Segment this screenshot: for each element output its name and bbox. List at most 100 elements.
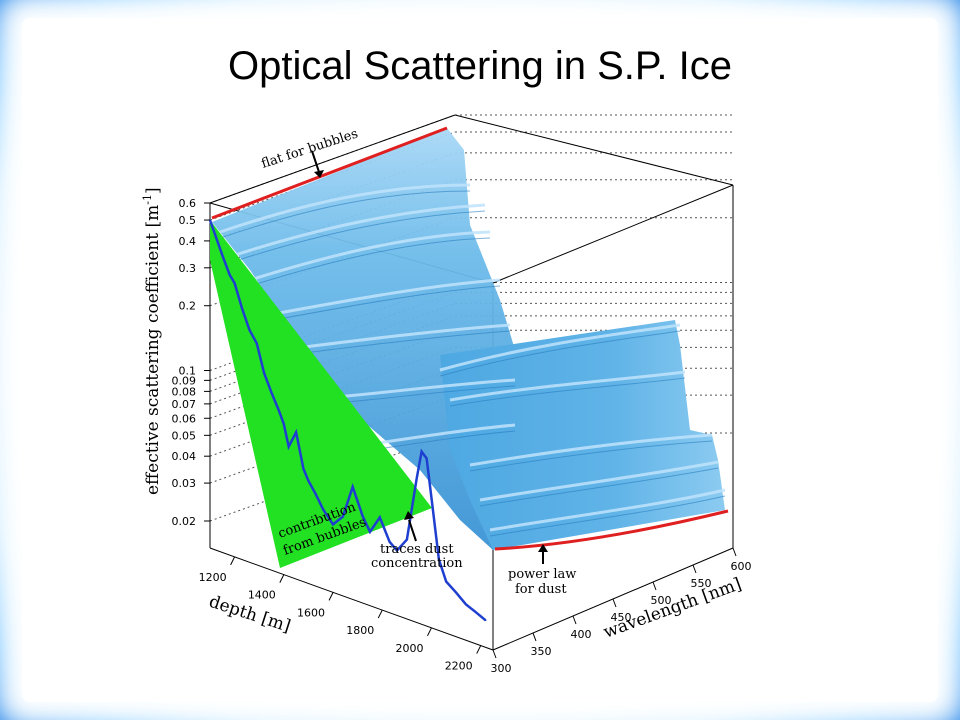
depth-profile-group	[208, 219, 487, 622]
tick-labels: 0.6 0.5 0.4 0.3 0.2 0.10.090.080.070.06 0.05 0.…	[172, 197, 752, 675]
surface-ridge	[479, 460, 719, 502]
surface-ridge	[249, 230, 491, 282]
wavelength-tick-mark	[732, 547, 737, 557]
surface-ridge	[449, 370, 686, 402]
wavelength-tick-mark	[572, 615, 577, 625]
z-tick-label: 0.3	[179, 262, 197, 275]
arrowhead-traces-dust	[404, 511, 414, 520]
profile-point	[351, 485, 354, 488]
depth-tick-label: 2200	[445, 660, 473, 673]
z-tick-label: 0.1	[179, 365, 197, 378]
profile-point	[430, 497, 433, 499]
fit-line-dust	[494, 509, 729, 551]
surface-ridge-shadow	[234, 210, 486, 262]
depth-tick-mark	[279, 574, 285, 583]
box-edge	[454, 114, 734, 186]
surface-ridge	[489, 488, 726, 532]
surface-ridge	[267, 278, 501, 317]
profile-point	[438, 558, 440, 561]
surface-ridge	[279, 323, 511, 352]
profile-point	[369, 531, 371, 533]
surface-ridge-shadow	[439, 330, 681, 377]
surface-ridge	[469, 433, 713, 467]
profile-point	[263, 372, 265, 374]
profile-point	[332, 523, 334, 526]
profile-point	[307, 479, 310, 482]
surface-ridge	[234, 203, 486, 257]
profile-point	[474, 611, 477, 614]
profile-point	[283, 423, 285, 425]
surface-ridge-shadow	[267, 285, 501, 322]
profile-point	[302, 468, 305, 470]
arrowhead-power-law	[538, 544, 548, 552]
page-title: Optical Scattering in S.P. Ice	[228, 44, 732, 88]
annotation-traces-dust-1: traces dust	[380, 542, 454, 557]
wavelength-tick-label: 500	[651, 594, 672, 607]
profile-point	[248, 328, 251, 331]
profile-point	[379, 516, 381, 519]
z-tick-label: 0.6	[179, 197, 197, 210]
z-tick-label: 0.05	[172, 429, 197, 442]
depth-tick-label: 2000	[395, 642, 423, 655]
profile-point	[361, 515, 364, 517]
profile-point	[270, 391, 273, 394]
depth-tick-label: 1200	[199, 571, 227, 584]
depth-tick-label: 1600	[297, 606, 325, 619]
annotation-traces-dust-2: concentration	[371, 556, 463, 571]
z-tick-label: 0.06	[172, 412, 197, 425]
profile-point	[233, 282, 236, 284]
annotation-power-law-1: power law	[508, 567, 576, 582]
arrow-flat-bubbles	[311, 150, 320, 173]
depth-tick-mark	[230, 556, 236, 566]
profile-point	[465, 603, 467, 606]
profile-point	[388, 541, 391, 543]
z-tick-label: 0.08	[172, 385, 197, 398]
surface-ridge-shadow	[479, 467, 719, 507]
z-tick-label: 0.04	[172, 450, 197, 463]
depth-tick-mark	[328, 592, 334, 601]
wavelength-tick-label: 350	[531, 645, 552, 658]
wavelength-tick-mark	[612, 598, 617, 608]
depth-tick-mark	[476, 645, 482, 654]
wavelength-tick-mark	[692, 564, 697, 574]
wavelength-tick-label: 400	[571, 628, 592, 641]
profile-point	[295, 431, 297, 434]
wavelength-tick-label: 600	[731, 560, 752, 573]
profile-point	[342, 515, 344, 518]
depth-tick-label: 1400	[248, 589, 276, 602]
profile-point	[221, 254, 224, 256]
z-tick-label: 0.07	[172, 398, 197, 411]
profile-point	[484, 619, 487, 622]
box-edge	[209, 114, 456, 204]
depth-axis-line	[209, 547, 494, 651]
profile-point	[228, 274, 231, 276]
profile-point	[278, 409, 280, 412]
wavelength-tick-mark	[532, 632, 537, 642]
profile-point	[445, 580, 448, 583]
annotation-power-law-2: for dust	[515, 582, 567, 597]
profile-point	[255, 342, 258, 345]
profile-point	[287, 445, 290, 448]
depth-tick-label: 1800	[346, 624, 374, 637]
dust-profile-line	[208, 219, 487, 622]
wavelength-tick-mark	[652, 581, 657, 591]
surface-front-slab	[440, 320, 725, 550]
profile-point	[406, 538, 408, 541]
wavelength-tick-label: 450	[611, 611, 632, 624]
z-tick-label: 0.5	[179, 214, 197, 227]
depth-tick-mark	[377, 609, 383, 619]
profile-point	[396, 549, 398, 552]
z-tick-label: 0.2	[179, 300, 197, 313]
profile-point	[322, 508, 325, 511]
z-tick-label: 0.09	[172, 374, 197, 387]
surface-ridge-shadow	[489, 495, 726, 537]
z-tick-label: 0.02	[172, 515, 197, 528]
fit-line-bubbles	[211, 126, 448, 220]
scattering-surface	[211, 126, 729, 551]
z-axis-label: effective scattering coefficient [m-1]	[141, 187, 163, 495]
profile-point	[425, 457, 428, 460]
profile-point	[315, 493, 317, 496]
surface-ridge	[439, 323, 681, 372]
wavelength-tick-mark	[492, 649, 497, 659]
